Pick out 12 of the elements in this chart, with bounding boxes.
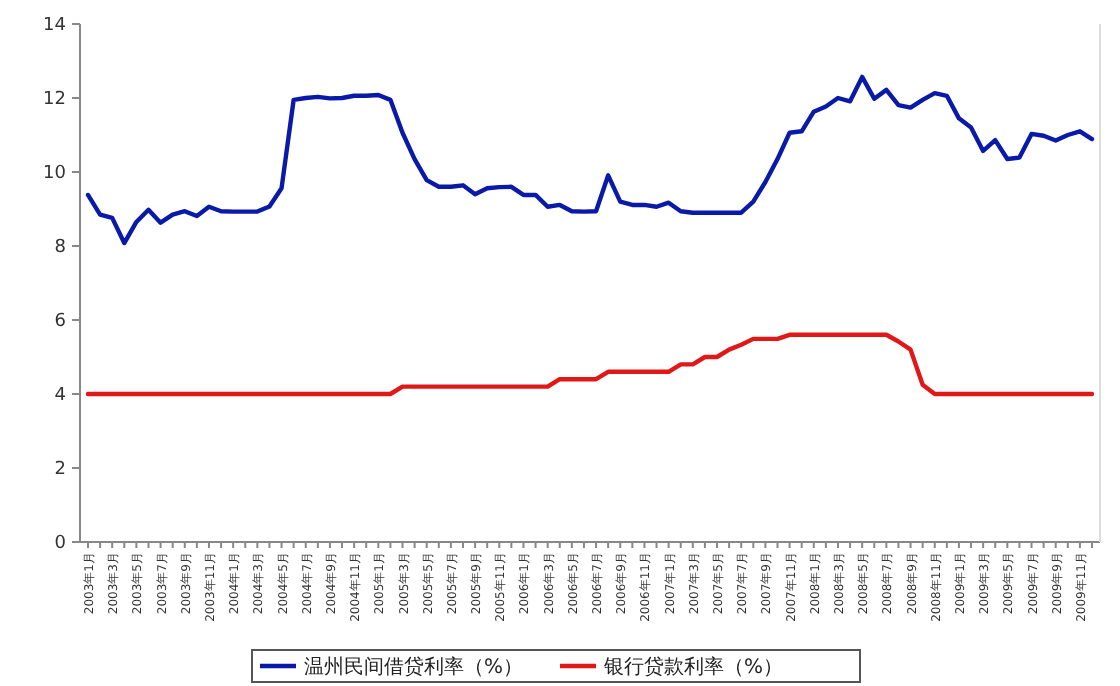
y-tick-label: 14 xyxy=(43,16,67,37)
legend-label: 银行贷款利率（%） xyxy=(602,655,784,679)
y-tick-label: 0 xyxy=(54,534,67,555)
line-series xyxy=(85,74,1095,246)
y-tick-label: 10 xyxy=(43,164,67,185)
y-tick-label: 6 xyxy=(54,312,67,333)
y-tick-label: 12 xyxy=(43,90,66,111)
y-tick-label: 4 xyxy=(54,386,67,407)
y-tick-label: 2 xyxy=(54,460,66,481)
line-series xyxy=(85,332,1095,397)
y-tick-label: 8 xyxy=(54,238,67,259)
legend-label: 温州民间借贷利率（%） xyxy=(304,655,524,679)
